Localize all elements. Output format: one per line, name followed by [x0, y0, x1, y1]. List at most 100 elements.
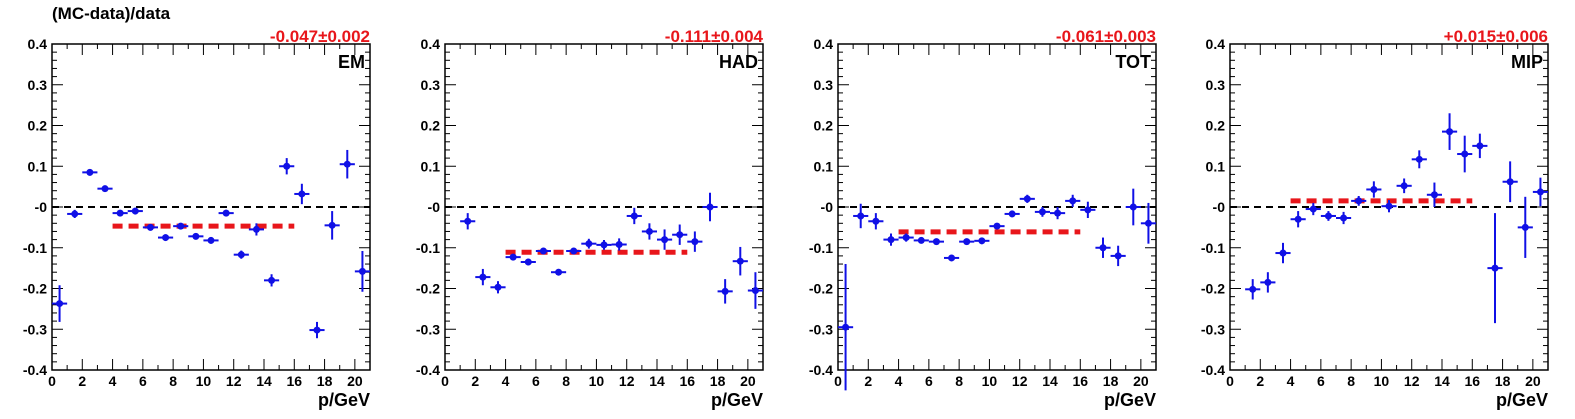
data-point: [1275, 242, 1291, 264]
data-point: [1532, 177, 1548, 207]
data-marker: [116, 209, 124, 217]
data-point: [1125, 188, 1141, 226]
data-marker: [1324, 212, 1332, 220]
data-point: [490, 281, 506, 294]
data-point: [1320, 211, 1336, 221]
data-point: [233, 250, 249, 259]
data-marker: [252, 225, 260, 233]
data-point: [460, 213, 476, 230]
y-tick-label: -0.3: [809, 321, 833, 337]
x-tick-label: 2: [78, 373, 86, 389]
x-tick-label: 20: [740, 373, 756, 389]
data-marker: [328, 221, 336, 229]
data-marker: [207, 236, 215, 244]
data-point: [339, 149, 355, 179]
data-marker: [917, 236, 925, 244]
data-point: [959, 238, 975, 246]
x-tick-label: 8: [169, 373, 177, 389]
y-tick-label: 0.3: [1206, 77, 1226, 93]
data-marker: [313, 326, 321, 334]
data-point: [989, 222, 1005, 230]
y-tick-label: 0.2: [28, 118, 48, 134]
data-marker: [751, 287, 759, 295]
data-point: [944, 254, 960, 262]
x-axis-label: p/GeV: [1496, 390, 1548, 410]
x-tick-label: 0: [834, 373, 842, 389]
data-marker: [842, 323, 850, 331]
data-marker: [1476, 142, 1484, 150]
x-tick-label: 20: [347, 373, 363, 389]
data-marker: [1038, 208, 1046, 216]
data-marker: [1294, 215, 1302, 223]
panel-label: EM: [338, 52, 365, 72]
data-marker: [71, 210, 79, 218]
y-tick-label: 0.3: [28, 77, 48, 93]
data-point: [566, 247, 582, 255]
data-marker: [585, 240, 593, 248]
data-point: [1004, 210, 1020, 218]
data-point: [1487, 213, 1503, 324]
data-marker: [479, 273, 487, 281]
x-tick-label: 6: [139, 373, 147, 389]
data-marker: [600, 241, 608, 249]
y-tick-label: 0.2: [1206, 118, 1226, 134]
data-point: [354, 251, 370, 292]
data-marker: [1491, 264, 1499, 272]
x-tick-label: 2: [1256, 373, 1264, 389]
x-tick-label: 4: [1287, 373, 1295, 389]
data-point: [294, 183, 310, 205]
data-point: [1245, 279, 1261, 300]
x-tick-label: 10: [196, 373, 212, 389]
x-tick-label: 0: [441, 373, 449, 389]
data-point: [535, 247, 551, 255]
y-tick-label: 0.1: [28, 158, 48, 174]
chart-panel-tot: -0.4 -0.3 -0.2 -0.1 -0 0.1 0.2 0.3 0.4 0 2 4 6 8 10 12 1…: [809, 27, 1157, 410]
x-tick-label: 18: [1495, 373, 1511, 389]
y-tick-label: 0.4: [1206, 36, 1226, 52]
data-point: [173, 222, 189, 230]
data-point: [1351, 195, 1367, 206]
data-marker: [1069, 197, 1077, 205]
data-point: [596, 240, 612, 250]
data-marker: [1099, 244, 1107, 252]
data-marker: [993, 222, 1001, 230]
y-tick-label: -0.3: [416, 321, 440, 337]
data-marker: [736, 257, 744, 265]
data-point: [883, 233, 899, 246]
x-tick-label: 10: [589, 373, 605, 389]
data-point: [520, 258, 536, 266]
chart-panel-em: -0.4 -0.3 -0.2 -0.1 -0 0.1 0.2 0.3 0.4 0 2 4 6 8 10 12 1…: [23, 27, 371, 410]
data-marker: [283, 162, 291, 170]
data-marker: [1400, 182, 1408, 190]
x-tick-label: 14: [1434, 373, 1450, 389]
x-tick-label: 16: [1072, 373, 1088, 389]
x-axis-label: p/GeV: [711, 390, 763, 410]
data-marker: [932, 238, 940, 246]
data-marker: [1355, 197, 1363, 205]
data-point: [1336, 211, 1352, 225]
data-marker: [539, 247, 547, 255]
data-point: [853, 203, 869, 229]
y-tick-label: -0.4: [809, 362, 833, 378]
data-marker: [56, 300, 64, 308]
data-point: [188, 232, 204, 240]
x-tick-label: 6: [1317, 373, 1325, 389]
y-tick-label: -0.2: [1201, 281, 1225, 297]
data-marker: [1385, 202, 1393, 210]
data-marker: [509, 253, 517, 261]
data-point: [1411, 150, 1427, 169]
data-marker: [902, 234, 910, 242]
x-tick-label: 4: [895, 373, 903, 389]
data-marker: [237, 251, 245, 259]
data-point: [747, 272, 763, 309]
data-point: [1381, 200, 1397, 213]
data-marker: [872, 217, 880, 225]
data-point: [974, 237, 990, 245]
data-marker: [1129, 203, 1137, 211]
data-point: [672, 224, 688, 245]
data-point: [1517, 196, 1533, 258]
data-marker: [101, 185, 109, 193]
data-point: [97, 185, 113, 193]
data-marker: [146, 223, 154, 231]
data-marker: [1279, 249, 1287, 257]
